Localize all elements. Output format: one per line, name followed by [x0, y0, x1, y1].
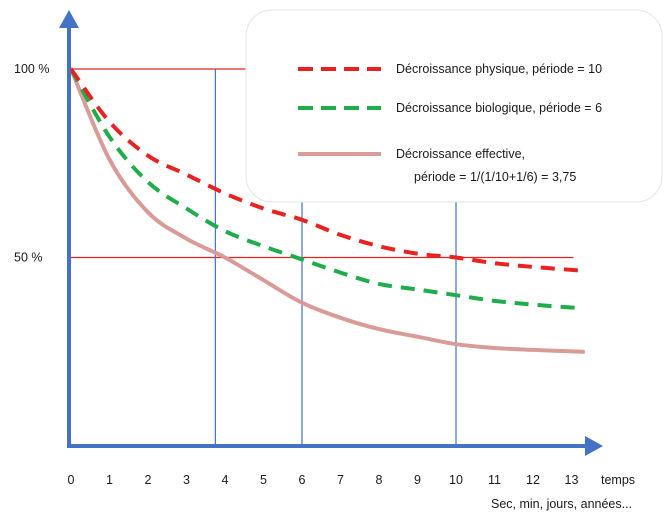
series-biologique-line: [69, 68, 584, 311]
x-tick-label: 11: [488, 473, 501, 487]
x-tick-label: 6: [299, 473, 306, 487]
x-axis-arrow-icon: [585, 436, 603, 456]
x-tick-label: 4: [222, 473, 229, 487]
legend-label-biologique: Décroissance biologique, période = 6: [396, 101, 602, 115]
x-tick-label: 5: [260, 473, 267, 487]
x-tick-label: 9: [414, 473, 421, 487]
y-axis-arrow-icon: [59, 10, 79, 28]
x-tick-label: 13: [565, 473, 579, 487]
x-tick-label: 0: [68, 473, 75, 487]
x-tick-label: 2: [145, 473, 152, 487]
series-group: [69, 67, 586, 354]
x-tick-label: 10: [449, 473, 463, 487]
x-tick-label: 7: [337, 473, 344, 487]
legend: Décroissance physique, période = 10 Décr…: [245, 9, 663, 203]
x-axis-units: Sec, min, jours, années...: [491, 497, 632, 511]
y-tick-label: 50 %: [14, 251, 43, 265]
legend-label-effective-line1: Décroissance effective,: [396, 147, 525, 161]
x-tick-label: 12: [526, 473, 540, 487]
series-effective-line: [69, 67, 586, 354]
x-axis-label: temps: [601, 473, 635, 487]
legend-label-physique: Décroissance physique, période = 10: [396, 62, 602, 76]
x-tick-label: 8: [376, 473, 383, 487]
legend-label-effective-line2: période = 1/(1/10+1/6) = 3,75: [414, 170, 576, 184]
axes: [59, 10, 603, 456]
y-tick-label: 100 %: [14, 62, 49, 76]
series-physique-line: [69, 67, 584, 273]
x-tick-label: 1: [106, 473, 113, 487]
x-tick-label: 3: [183, 473, 190, 487]
